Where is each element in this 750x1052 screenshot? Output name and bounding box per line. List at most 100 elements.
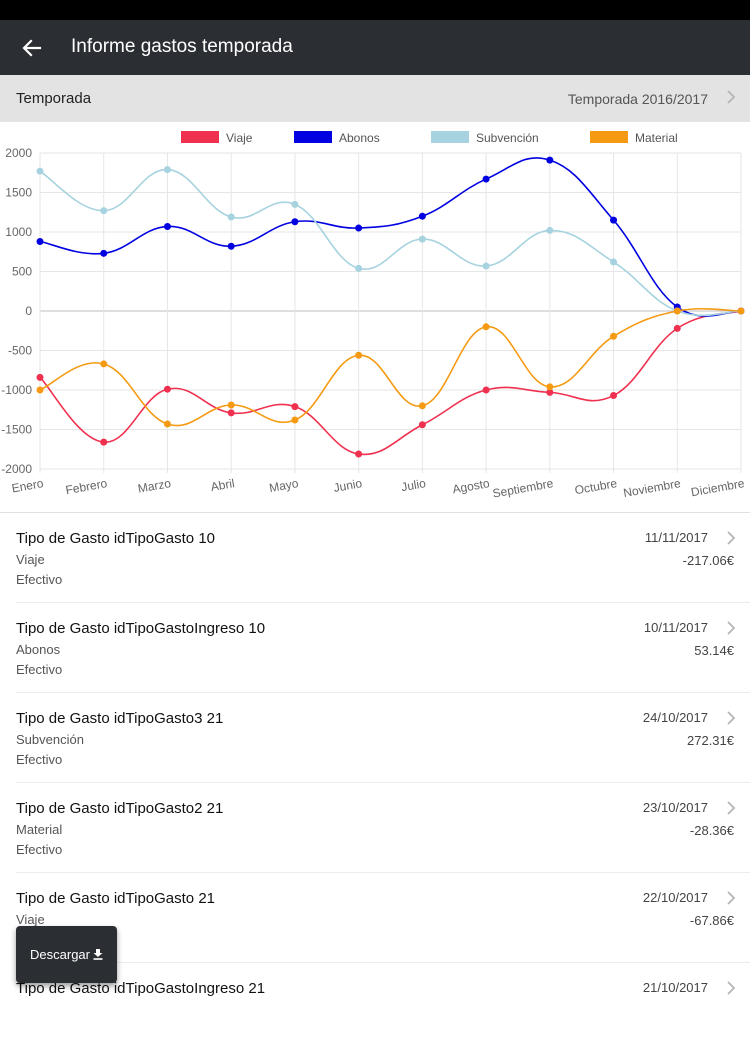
series-line <box>39 168 742 317</box>
x-tick-label: Noviembre <box>622 476 682 500</box>
item-title: Tipo de Gasto idTipoGasto 21 <box>16 890 215 907</box>
item-payment: Efectivo <box>16 662 63 677</box>
list-item[interactable]: Tipo de Gasto idTipoGastoIngreso 10 Abono… <box>16 602 750 692</box>
data-point <box>610 392 618 400</box>
series-line <box>39 157 742 317</box>
legend-swatch <box>590 131 628 143</box>
list-item[interactable]: Tipo de Gasto idTipoGasto2 21 Material Efe… <box>16 782 750 872</box>
list-item[interactable]: Tipo de Gasto idTipoGasto 21 Viaje 22/10/2… <box>16 872 750 962</box>
item-date: 10/11/2017 <box>643 620 708 635</box>
data-point <box>355 224 363 232</box>
data-point <box>673 307 681 315</box>
x-tick-label: Octubre <box>574 476 619 497</box>
x-tick-label: Enero <box>11 476 45 495</box>
x-tick-label: Agosto <box>451 476 491 496</box>
data-point <box>482 323 490 331</box>
data-point <box>673 324 681 332</box>
item-amount: 272.31€ <box>687 733 734 748</box>
chevron-right-icon <box>727 90 736 104</box>
y-tick-label: -1000 <box>1 383 32 397</box>
item-amount: -217.06€ <box>682 553 734 568</box>
data-point <box>546 226 554 234</box>
data-point <box>418 235 426 243</box>
expense-chart: 2000 1500 1000 500 0 -500 -1000 -1500 -2000 Enero… <box>0 122 750 512</box>
season-label: Temporada <box>16 90 92 107</box>
x-tick-label: Marzo <box>137 476 173 496</box>
chevron-right-icon <box>727 801 736 815</box>
item-date: 11/11/2017 <box>644 530 708 545</box>
data-point <box>100 249 108 257</box>
data-point <box>36 373 44 381</box>
back-button[interactable] <box>12 28 52 68</box>
series-line <box>39 310 742 456</box>
download-icon <box>93 949 103 960</box>
app-bar: Informe gastos temporada <box>0 20 750 75</box>
data-point <box>163 222 171 230</box>
item-payment: Efectivo <box>16 572 63 587</box>
data-point <box>418 402 426 410</box>
data-point <box>291 416 299 424</box>
y-tick-label: -2000 <box>1 462 32 476</box>
download-button[interactable]: Descargar <box>16 926 117 983</box>
item-category: Material <box>16 822 63 837</box>
item-date: 23/10/2017 <box>642 800 708 815</box>
item-title: Tipo de Gasto idTipoGasto 10 <box>16 530 215 547</box>
list-item[interactable]: Tipo de Gasto idTipoGastoIngreso 21 21/10… <box>16 962 750 1052</box>
season-value: Temporada 2016/2017 <box>567 91 708 107</box>
chart-svg: 2000 1500 1000 500 0 -500 -1000 -1500 -2000Enero… <box>1 131 746 501</box>
chevron-right-icon <box>727 711 736 725</box>
y-tick-label: -500 <box>8 344 32 358</box>
legend-label: Viaje <box>226 131 253 145</box>
y-tick-label: 2000 <box>5 146 32 160</box>
data-point <box>482 175 490 183</box>
item-category: Viaje <box>16 912 45 927</box>
x-tick-label: Abril <box>210 476 236 494</box>
x-tick-label: Julio <box>400 476 427 494</box>
list-item[interactable]: Tipo de Gasto idTipoGasto3 21 Subvención E… <box>16 692 750 782</box>
item-title: Tipo de Gasto idTipoGasto2 21 <box>16 800 224 817</box>
legend-label: Material <box>635 131 678 145</box>
data-point <box>36 237 44 245</box>
item-date: 22/10/2017 <box>642 890 708 905</box>
item-amount: 53.14€ <box>694 643 734 658</box>
arrow-left-icon <box>22 39 42 57</box>
item-category: Subvención <box>16 732 84 747</box>
page-title: Informe gastos temporada <box>71 36 293 57</box>
item-date: 21/10/2017 <box>642 980 708 995</box>
y-tick-label: 0 <box>25 304 32 318</box>
item-amount: -28.36€ <box>689 823 734 838</box>
data-point <box>355 264 363 272</box>
chevron-right-icon <box>727 891 736 905</box>
data-point <box>100 438 108 446</box>
season-selector[interactable]: Temporada Temporada 2016/2017 <box>0 75 750 122</box>
list-item[interactable]: Tipo de Gasto idTipoGasto 10 Viaje Efectiv… <box>0 512 750 602</box>
legend-label: Abonos <box>339 131 380 145</box>
data-point <box>36 386 44 394</box>
data-point <box>546 388 554 396</box>
data-point <box>291 403 299 411</box>
item-category: Abonos <box>16 642 61 657</box>
data-point <box>100 207 108 215</box>
x-tick-label: Diciembre <box>690 476 746 499</box>
y-tick-label: -1500 <box>1 423 32 437</box>
y-tick-label: 500 <box>12 265 32 279</box>
data-point <box>100 360 108 368</box>
item-title: Tipo de Gasto idTipoGastoIngreso 10 <box>16 620 266 637</box>
item-payment: Efectivo <box>16 752 63 767</box>
data-point <box>227 409 235 417</box>
data-point <box>163 166 171 174</box>
legend-label: Subvención <box>476 131 539 145</box>
data-point <box>610 216 618 224</box>
data-point <box>610 258 618 266</box>
x-tick-label: Septiembre <box>491 476 554 500</box>
data-point <box>482 262 490 270</box>
legend-swatch <box>431 131 469 143</box>
data-point <box>418 421 426 429</box>
status-bar <box>0 0 750 20</box>
data-point <box>227 401 235 409</box>
data-point <box>546 383 554 391</box>
data-point <box>227 242 235 250</box>
data-point <box>163 420 171 428</box>
expense-list: Tipo de Gasto idTipoGasto 10 Viaje Efectiv… <box>0 512 750 1052</box>
data-point <box>737 307 745 315</box>
